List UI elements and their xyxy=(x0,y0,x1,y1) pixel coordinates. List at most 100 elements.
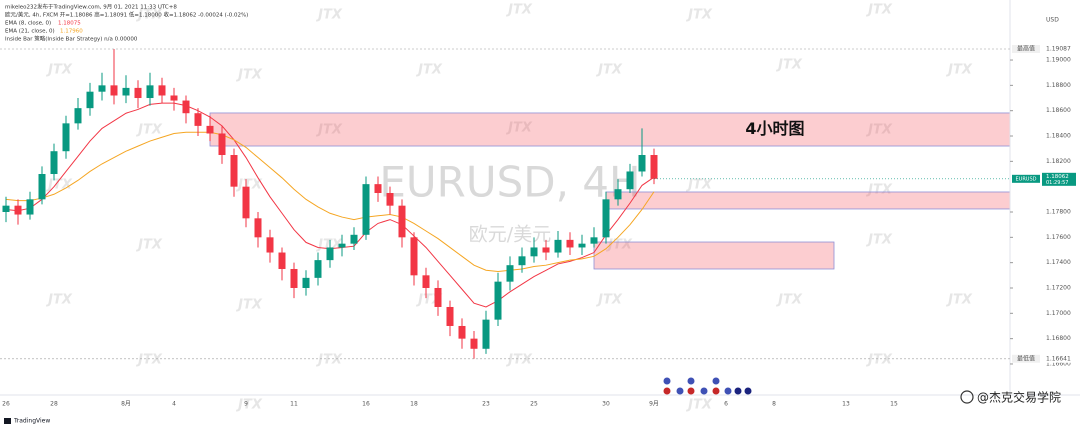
x-tick-label: 13 xyxy=(842,401,850,408)
legend-value: 1.17960 xyxy=(60,29,83,35)
candle-body xyxy=(242,186,250,219)
watermark-layer: EURUSD, 4H 欧元/美元 JTX JTX JTX JTX JTX JTX JTX JT… xyxy=(45,3,973,413)
candle-body xyxy=(350,234,358,244)
axis-unit: USD xyxy=(1046,17,1059,24)
zones: 4小时图 xyxy=(209,112,1011,270)
watermark: JTX xyxy=(235,178,263,193)
candle-body xyxy=(2,205,10,213)
author: @杰克交易学院 xyxy=(977,390,1061,405)
watermark: JTX xyxy=(135,238,163,253)
event-icon xyxy=(712,387,720,395)
candle-body xyxy=(26,199,34,215)
candle-body xyxy=(482,319,490,349)
candle-body xyxy=(494,281,502,320)
y-tick-label: 1.18600 xyxy=(1046,107,1071,114)
event-icon xyxy=(724,387,732,395)
watermark: JTX xyxy=(45,63,73,78)
watermark: JTX xyxy=(415,63,443,78)
candle-body xyxy=(602,199,610,238)
event-icon xyxy=(663,377,671,385)
zone xyxy=(209,112,1011,147)
price-tag xyxy=(1042,172,1076,186)
zone xyxy=(605,191,1011,210)
event-icon xyxy=(700,387,708,395)
ema-line xyxy=(5,131,655,273)
axes: USD 1.19000 1.18800 1.18600 1.18400 1.18200 1… xyxy=(0,0,1080,408)
candle-body xyxy=(62,123,70,152)
author-icon xyxy=(960,390,974,404)
candle-body xyxy=(110,85,118,96)
x-tick-label: 11 xyxy=(290,401,298,408)
x-tick-label: 9月 xyxy=(649,401,659,408)
extreme-tag xyxy=(1012,45,1040,54)
candle-body xyxy=(458,325,466,339)
x-tick-label: 18 xyxy=(410,401,418,408)
event-icon xyxy=(712,377,720,385)
watermark-title: EURUSD, 4H xyxy=(379,158,640,207)
y-tick-label: 1.19000 xyxy=(1046,57,1071,64)
candle-body xyxy=(146,85,154,99)
watermark: JTX xyxy=(595,293,623,308)
candle-body xyxy=(206,125,214,134)
candle-body xyxy=(98,85,106,92)
event-icon xyxy=(687,377,695,385)
candle-body xyxy=(182,100,190,114)
y-tick-label: 1.17600 xyxy=(1046,234,1071,241)
candle-body xyxy=(86,91,94,109)
watermark: JTX xyxy=(505,121,533,136)
y-tick-label: 1.18400 xyxy=(1046,133,1071,140)
x-tick-label: 23 xyxy=(482,401,490,408)
legend-line: Inside Bar 策略(Inside Bar Strategy) n/a 0… xyxy=(5,35,138,43)
y-tick-label: 1.16800 xyxy=(1046,335,1071,342)
candle-body xyxy=(434,287,442,307)
x-tick-label: 6 xyxy=(724,401,728,408)
watermark: JTX xyxy=(685,8,713,23)
extreme-tag xyxy=(1012,354,1040,363)
candle-body xyxy=(302,277,310,288)
brand: TradingView xyxy=(13,418,50,425)
y-tick-label: 1.17000 xyxy=(1046,310,1071,317)
event-icons xyxy=(663,377,752,395)
watermark-subtitle: 欧元/美元 xyxy=(469,224,551,246)
legend-series: EMA (8, close, 0) xyxy=(5,21,51,27)
y-tick-label: 1.18800 xyxy=(1046,82,1071,89)
candle-body xyxy=(254,218,262,238)
y-tick-label: 1.17400 xyxy=(1046,259,1071,266)
x-tick-label: 25 xyxy=(530,401,538,408)
event-icon xyxy=(676,387,684,395)
candle-body xyxy=(122,87,130,96)
x-tick-label: 30 xyxy=(602,401,610,408)
countdown: 01:29:57 xyxy=(1046,180,1068,186)
candle-body xyxy=(158,85,166,96)
candle-body xyxy=(566,239,574,248)
candle-body xyxy=(266,237,274,253)
watermark: JTX xyxy=(315,353,343,368)
candle-body xyxy=(518,256,526,266)
candle-body xyxy=(194,113,202,126)
candle-body xyxy=(398,205,406,238)
candle-body xyxy=(626,171,634,190)
legend-line: mikeleo232发布于TradingView.com, 9月 01, 202… xyxy=(5,3,177,11)
x-tick-label: 26 xyxy=(2,401,10,408)
candle-body xyxy=(530,247,538,257)
watermark: JTX xyxy=(135,123,163,138)
candle-body xyxy=(470,338,478,349)
x-tick-label: 8 xyxy=(772,401,776,408)
candle-body xyxy=(230,155,238,187)
x-tick-label: 15 xyxy=(890,401,898,408)
x-tick-label: 28 xyxy=(50,401,58,408)
watermark: JTX xyxy=(685,398,713,413)
candle-body xyxy=(14,205,22,215)
annotation: 4小时图 xyxy=(745,119,804,138)
y-tick-label: 1.17200 xyxy=(1046,284,1071,291)
y-tick-label: 1.17800 xyxy=(1046,209,1071,216)
candle-body xyxy=(386,193,394,206)
watermark: JTX xyxy=(775,58,803,73)
legend-series: EMA (21, close, 0) xyxy=(5,29,55,35)
candle-body xyxy=(614,189,622,200)
legend: mikeleo232发布于TradingView.com, 9月 01, 202… xyxy=(5,3,248,43)
watermark: JTX xyxy=(945,293,973,308)
symbol-tag xyxy=(1012,174,1040,183)
watermark: JTX xyxy=(235,398,263,413)
